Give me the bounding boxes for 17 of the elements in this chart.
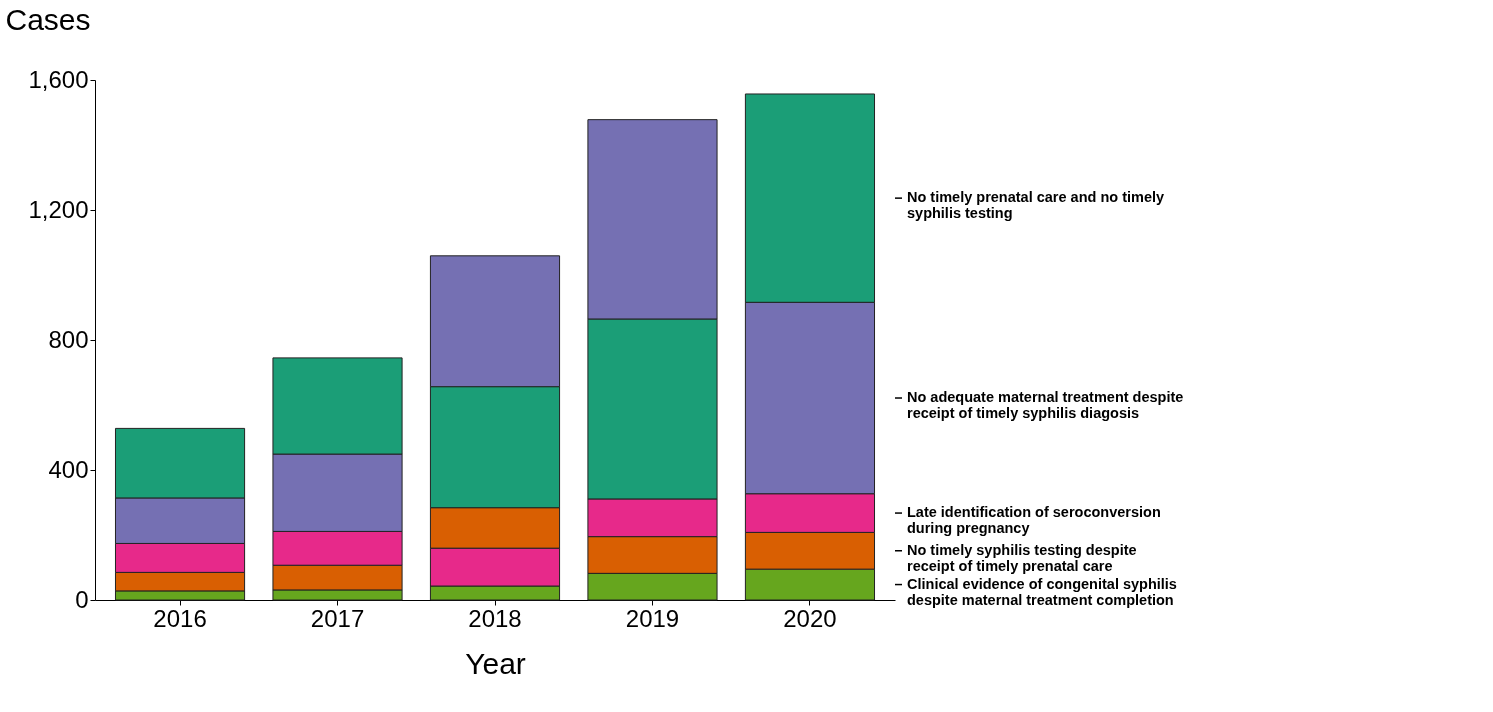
x-axis-title: Year	[465, 646, 526, 680]
x-tick-label: 2016	[153, 604, 207, 632]
y-tick-label: 1,600	[28, 65, 89, 93]
text: No timely prenatal care and no timely syphilis testing	[907, 189, 1165, 222]
text: Clinical evidence of congenital syphilis despite maternal treatment completion	[907, 575, 1177, 608]
text: No adequate maternal treatment despite receipt of timely syphilis diagosis	[907, 389, 1184, 422]
x-tick-label: 2019	[625, 604, 680, 632]
y-tick-label: 400	[48, 455, 89, 483]
x-tick-label: 2017	[310, 604, 365, 632]
y-tick-label: 0	[75, 585, 89, 613]
text: No timely syphilis testing despite receipt of timely prenatal care	[907, 541, 1137, 574]
y-tick-label: 1,200	[28, 195, 89, 223]
y-tick-label: 800	[48, 325, 89, 353]
text: Late identification of seroconversion during pregnancy	[907, 504, 1161, 537]
x-tick-label: 2018	[468, 604, 522, 632]
y-axis-title: Cases	[5, 2, 91, 36]
x-tick-label: 2020	[783, 604, 837, 632]
